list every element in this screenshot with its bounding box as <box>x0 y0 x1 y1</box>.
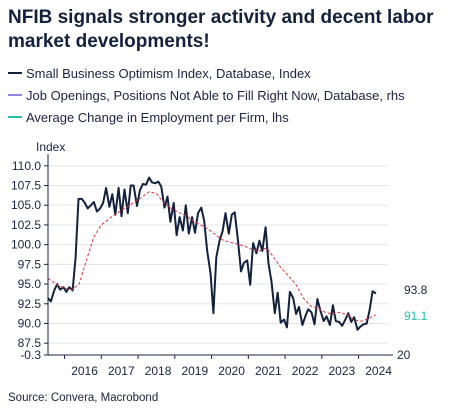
y-tick-label: 102.5 <box>11 218 41 232</box>
x-tick-label: 2023 <box>328 364 355 378</box>
x-tick-label: 2016 <box>71 364 98 378</box>
source-note: Source: Convera, Macrobond <box>8 392 159 404</box>
x-tick-label: 2018 <box>145 364 172 378</box>
legend-swatch-optimism <box>8 72 22 74</box>
series-line-employment-change <box>47 191 377 322</box>
x-tick-label: 2020 <box>218 364 245 378</box>
end-label-trend: 91.1 <box>404 309 428 323</box>
y-tick-label: 110.0 <box>12 159 41 173</box>
y-tick-label: 97.5 <box>18 257 42 271</box>
y-axis-title: Index <box>36 140 66 154</box>
label-layer: 110.0 107.5 105.0 102.5 100.0 97.5 95.0 92.5 90.… <box>11 159 428 378</box>
y-tick-label: 107.5 <box>11 179 41 193</box>
axis-layer <box>44 154 393 359</box>
legend-item-employment-change: Average Change in Employment per Firm, l… <box>8 106 448 128</box>
legend: Small Business Optimism Index, Database,… <box>8 62 448 128</box>
series-line-optimism-index <box>47 176 377 331</box>
legend-label-employment-change: Average Change in Employment per Firm, l… <box>26 109 289 125</box>
x-tick-label: 2019 <box>181 364 208 378</box>
right-y-tick-label: 20 <box>397 348 411 362</box>
series-layer <box>47 176 377 331</box>
legend-item-optimism: Small Business Optimism Index, Database,… <box>8 62 448 84</box>
legend-label-optimism: Small Business Optimism Index, Database,… <box>26 65 311 81</box>
x-tick-label: 2017 <box>108 364 135 378</box>
legend-label-job-openings: Job Openings, Positions Not Able to Fill… <box>26 87 405 103</box>
y-tick-label: 90.0 <box>18 316 42 330</box>
x-tick-label: 2022 <box>292 364 319 378</box>
y-tick-label: 92.5 <box>18 297 42 311</box>
y-tick-label: 100.0 <box>11 238 41 252</box>
x-tick-label: 2024 <box>365 364 392 378</box>
y-tick-label: -0.3 <box>20 348 41 362</box>
y-tick-label: 87.5 <box>18 336 42 350</box>
y-tick-label: 105.0 <box>11 198 41 212</box>
x-tick-label: 2021 <box>255 364 282 378</box>
legend-item-job-openings: Job Openings, Positions Not Able to Fill… <box>8 84 448 106</box>
legend-swatch-employment-change <box>8 116 22 118</box>
chart-title: NFIB signals stronger activity and decen… <box>8 7 434 52</box>
legend-swatch-job-openings <box>8 94 22 96</box>
y-tick-label: 95.0 <box>18 277 42 291</box>
grid-layer <box>48 165 388 344</box>
end-label-optimism: 93.8 <box>404 283 428 297</box>
